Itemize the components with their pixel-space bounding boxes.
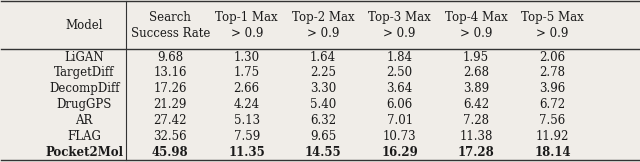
Text: 27.42: 27.42 <box>154 114 187 127</box>
Text: 6.72: 6.72 <box>540 98 566 111</box>
Text: 1.64: 1.64 <box>310 51 336 64</box>
Text: 11.92: 11.92 <box>536 130 569 143</box>
Text: 2.50: 2.50 <box>387 66 413 79</box>
Text: 2.66: 2.66 <box>234 82 260 95</box>
Text: 6.06: 6.06 <box>387 98 413 111</box>
Text: 6.42: 6.42 <box>463 98 489 111</box>
Text: 7.28: 7.28 <box>463 114 489 127</box>
Text: Top-3 Max
> 0.9: Top-3 Max > 0.9 <box>368 11 431 40</box>
Text: 1.95: 1.95 <box>463 51 489 64</box>
Text: 5.13: 5.13 <box>234 114 260 127</box>
Text: 2.25: 2.25 <box>310 66 336 79</box>
Text: Search
Success Rate: Search Success Rate <box>131 11 210 40</box>
Text: Top-4 Max
> 0.9: Top-4 Max > 0.9 <box>445 11 508 40</box>
Text: 2.06: 2.06 <box>540 51 566 64</box>
Text: 17.26: 17.26 <box>154 82 187 95</box>
Text: 4.24: 4.24 <box>234 98 260 111</box>
Text: 45.98: 45.98 <box>152 146 189 159</box>
Text: 13.16: 13.16 <box>154 66 187 79</box>
Text: Pocket2Mol: Pocket2Mol <box>45 146 124 159</box>
Text: Model: Model <box>65 19 103 32</box>
Text: 17.28: 17.28 <box>458 146 495 159</box>
Text: LiGAN: LiGAN <box>65 51 104 64</box>
Text: Top-1 Max
> 0.9: Top-1 Max > 0.9 <box>216 11 278 40</box>
Text: 9.65: 9.65 <box>310 130 336 143</box>
Text: 16.29: 16.29 <box>381 146 418 159</box>
Text: 18.14: 18.14 <box>534 146 571 159</box>
Text: 3.96: 3.96 <box>540 82 566 95</box>
Text: 3.64: 3.64 <box>387 82 413 95</box>
Text: 10.73: 10.73 <box>383 130 417 143</box>
Text: Top-5 Max
> 0.9: Top-5 Max > 0.9 <box>521 11 584 40</box>
Text: 2.68: 2.68 <box>463 66 489 79</box>
Text: 2.78: 2.78 <box>540 66 566 79</box>
Text: 32.56: 32.56 <box>154 130 187 143</box>
Text: 3.89: 3.89 <box>463 82 489 95</box>
Text: 11.38: 11.38 <box>460 130 493 143</box>
Text: 1.30: 1.30 <box>234 51 260 64</box>
Text: 7.59: 7.59 <box>234 130 260 143</box>
Text: 11.35: 11.35 <box>228 146 265 159</box>
Text: Top-2 Max
> 0.9: Top-2 Max > 0.9 <box>292 11 355 40</box>
Text: DrugGPS: DrugGPS <box>56 98 112 111</box>
Text: 14.55: 14.55 <box>305 146 342 159</box>
Text: 5.40: 5.40 <box>310 98 336 111</box>
Text: 21.29: 21.29 <box>154 98 187 111</box>
Text: TargetDiff: TargetDiff <box>54 66 115 79</box>
Text: 9.68: 9.68 <box>157 51 183 64</box>
Text: 7.56: 7.56 <box>540 114 566 127</box>
Text: 1.84: 1.84 <box>387 51 413 64</box>
Text: AR: AR <box>76 114 93 127</box>
Text: DecompDiff: DecompDiff <box>49 82 120 95</box>
Text: 1.75: 1.75 <box>234 66 260 79</box>
Text: 6.32: 6.32 <box>310 114 336 127</box>
Text: FLAG: FLAG <box>67 130 101 143</box>
Text: 3.30: 3.30 <box>310 82 336 95</box>
Text: 7.01: 7.01 <box>387 114 413 127</box>
